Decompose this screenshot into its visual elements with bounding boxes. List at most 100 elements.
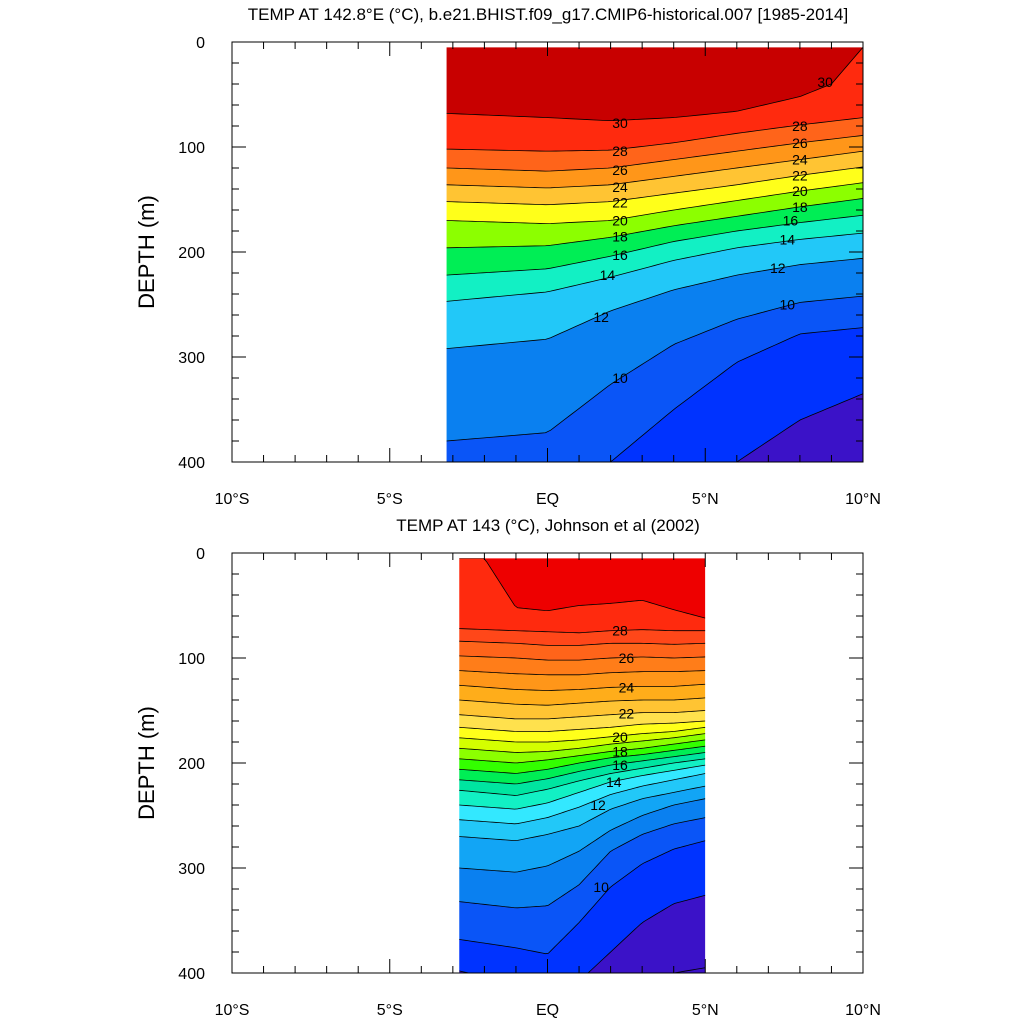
contour-label: 10 [779, 297, 795, 313]
contour-label: 20 [612, 729, 628, 745]
tick-marks [231, 41, 864, 463]
temperature-band-14 [459, 752, 706, 796]
panel-title: TEMP AT 143 (°C), Johnson et al (2002) [396, 516, 700, 535]
y-axis-label: DEPTH (m) [134, 195, 159, 309]
temperature-band-12 [609, 327, 863, 462]
x-tick-label: 5°S [377, 1002, 403, 1019]
x-tick-label: EQ [536, 491, 559, 508]
temperature-band-0 [459, 558, 706, 619]
isotherm-25 [459, 670, 706, 676]
contour-label: 28 [792, 118, 808, 134]
isotherm-13 [459, 773, 706, 825]
isotherm-14 [459, 764, 706, 810]
isotherm-26 [459, 655, 706, 661]
isotherm-20 [446, 182, 863, 224]
temperature-band-0 [446, 47, 863, 121]
contour-label: 24 [619, 679, 635, 695]
temperature-fill-bands [459, 558, 706, 973]
isotherm-17 [459, 745, 706, 774]
isotherm-11 [459, 798, 706, 873]
temperature-band-16 [459, 765, 706, 824]
temperature-band-8 [459, 710, 706, 732]
x-tick-label: 10°N [845, 1002, 881, 1019]
y-tick-label: 400 [178, 455, 205, 472]
y-tick-label: 200 [178, 245, 205, 262]
contour-label: 14 [606, 774, 622, 790]
contour-label: 16 [612, 247, 628, 263]
temperature-band-11 [446, 296, 863, 462]
contour-label: 18 [792, 199, 808, 215]
temperature-band-23 [674, 967, 706, 973]
isotherm-9 [609, 327, 863, 462]
isotherm-7 [672, 967, 706, 973]
tick-labels: 0 100 200 300 400 10°S 5°S EQ 5°N 10°N [178, 35, 881, 508]
contour-label: 14 [779, 231, 795, 247]
x-tick-label: 10°S [215, 1002, 250, 1019]
isotherm-19 [459, 733, 706, 753]
isotherm-lines [446, 47, 863, 462]
x-tick-label: 5°N [692, 491, 719, 508]
contour-label: 22 [619, 706, 635, 722]
contour-label: 12 [590, 797, 606, 813]
contour-label: 20 [792, 183, 808, 199]
contour-labels: 3030282826262424222220201818161614141212… [593, 74, 833, 386]
y-tick-label: 0 [196, 35, 205, 52]
x-tick-label: 10°N [845, 491, 881, 508]
temperature-band-1 [459, 558, 706, 633]
temperature-band-5 [446, 166, 863, 224]
temperature-band-4 [446, 151, 863, 205]
isotherm-16 [446, 214, 863, 276]
contour-label: 26 [792, 135, 808, 151]
isotherm-8 [459, 894, 706, 973]
contour-label: 22 [792, 167, 808, 183]
contour-label: 30 [612, 115, 628, 131]
isotherm-10 [446, 295, 863, 442]
contour-label: 12 [770, 260, 786, 276]
temperature-band-2 [459, 628, 706, 646]
temperature-band-1 [446, 47, 863, 152]
temperature-band-21 [459, 840, 706, 973]
isotherm-29 [459, 558, 706, 619]
isotherm-8 [736, 393, 863, 462]
y-tick-label: 400 [178, 966, 205, 983]
y-axis-label: DEPTH (m) [134, 706, 159, 820]
contour-label: 14 [600, 267, 616, 283]
temperature-band-13 [736, 393, 863, 462]
isotherm-12 [446, 257, 863, 349]
isotherm-12 [459, 785, 706, 842]
contour-label: 20 [612, 213, 628, 229]
isotherm-9 [459, 840, 706, 955]
temperature-band-2 [446, 117, 863, 172]
temperature-band-6 [446, 182, 863, 248]
isotherm-16 [459, 752, 706, 785]
temperature-band-9 [459, 721, 706, 742]
contour-label: 24 [792, 152, 808, 168]
y-tick-label: 100 [178, 651, 205, 668]
temperature-band-5 [459, 670, 706, 691]
isotherm-27 [459, 640, 706, 646]
temperature-band-10 [446, 258, 863, 441]
contour-label: 22 [612, 195, 628, 211]
isotherm-24 [459, 683, 706, 691]
model-temperature-panel: 3030282826262424222220201818161614141212… [134, 5, 881, 508]
contour-label: 12 [593, 309, 609, 325]
isotherm-10 [459, 817, 706, 909]
temperature-band-13 [459, 746, 706, 784]
contour-label: 18 [612, 228, 628, 244]
panel-title: TEMP AT 142.8°E (°C), b.e21.BHIST.f09_g1… [248, 5, 848, 24]
temperature-band-19 [459, 798, 706, 908]
isotherm-26 [446, 135, 863, 172]
isotherm-22 [459, 710, 706, 720]
contour-label: 18 [612, 743, 628, 759]
x-tick-label: 10°S [215, 491, 250, 508]
isotherm-18 [446, 198, 863, 249]
y-tick-label: 0 [196, 546, 205, 563]
isotherm-28 [446, 117, 863, 152]
y-tick-label: 300 [178, 350, 205, 367]
contour-label: 10 [612, 370, 628, 386]
contour-label: 26 [619, 650, 635, 666]
temperature-band-15 [459, 758, 706, 810]
isotherm-20 [459, 726, 706, 743]
